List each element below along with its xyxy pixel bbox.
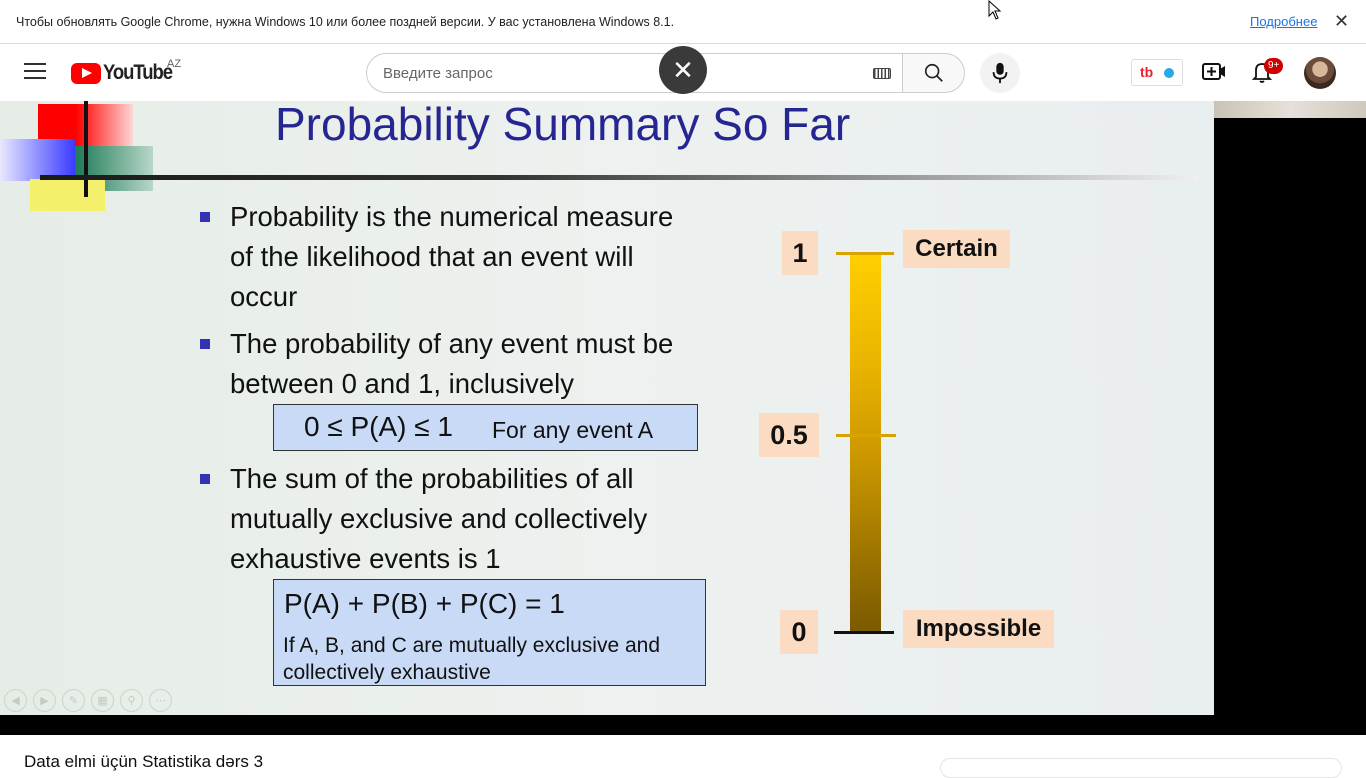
zoom-icon[interactable]: ⚲ (120, 689, 143, 712)
bullet-1: Probability is the numerical measure of … (200, 197, 674, 317)
scale-tick-bottom (834, 631, 894, 634)
decor-vertical-line (84, 101, 88, 197)
bullet-3: The sum of the probabilities of all mutu… (200, 459, 648, 579)
sidebar-chip-bar[interactable] (940, 758, 1342, 778)
pen-icon[interactable]: ✎ (62, 689, 85, 712)
youtube-logo[interactable]: YouTube (71, 61, 181, 85)
bullet-square-icon (200, 474, 210, 484)
scale-tick-top (836, 252, 894, 255)
bullet-square-icon (200, 339, 210, 349)
bullet-2: The probability of any event must be bet… (200, 324, 674, 404)
notifications-badge: 9+ (1264, 58, 1284, 74)
slides-grid-icon[interactable]: ▦ (91, 689, 114, 712)
bullet-square-icon (200, 212, 210, 222)
video-player[interactable]: Probability Summary So Far Probability i… (0, 101, 1366, 735)
youtube-play-icon (71, 62, 101, 84)
bullet-2-line-1: The probability of any event must be (230, 328, 674, 359)
scale-value-bottom: 0 (780, 610, 818, 654)
country-code: AZ (167, 58, 182, 70)
decor-yellow-block (30, 179, 105, 211)
clear-search-button[interactable]: ✕ (659, 46, 707, 94)
bullet-2-line-2: between 0 and 1, inclusively (230, 368, 574, 399)
youtube-masthead: YouTube AZ ✕ tb 9+ (0, 44, 1366, 101)
webcam-overlay (1214, 101, 1366, 118)
search-input[interactable] (383, 54, 823, 92)
search-button[interactable] (902, 53, 965, 93)
formula-1-expression: 0 ≤ P(A) ≤ 1 (304, 411, 453, 442)
bullet-3-line-2: mutually exclusive and collectively (230, 503, 648, 534)
extension-button[interactable]: tb (1131, 59, 1183, 86)
bullet-3-line-3: exhaustive events is 1 (230, 543, 501, 574)
extension-status-icon (1164, 68, 1174, 78)
infobar-learn-more-link[interactable]: Подробнее (1250, 14, 1318, 29)
more-options-icon[interactable]: ⋯ (149, 689, 172, 712)
infobar-message: Чтобы обновлять Google Chrome, нужна Win… (16, 14, 675, 29)
logo-text: YouTube (103, 61, 173, 84)
bullet-3-line-1: The sum of the probabilities of all (230, 463, 634, 494)
slide-title: Probability Summary So Far (275, 101, 851, 150)
formula-box-1: 0 ≤ P(A) ≤ 1 For any event A (273, 404, 698, 451)
title-underline (40, 175, 1198, 180)
bullet-1-line-2: of the likelihood that an event will (230, 241, 634, 272)
slide-frame: Probability Summary So Far Probability i… (0, 101, 1214, 715)
account-avatar[interactable] (1304, 57, 1336, 89)
close-icon: ✕ (672, 54, 694, 85)
create-video-icon[interactable] (1202, 61, 1226, 83)
slide-navigation-controls: ◀ ▶ ✎ ▦ ⚲ ⋯ (4, 689, 172, 712)
formula-2-expression: P(A) + P(B) + P(C) = 1 (284, 588, 565, 619)
chrome-update-infobar: Чтобы обновлять Google Chrome, нужна Win… (0, 0, 1366, 44)
formula-box-2: P(A) + P(B) + P(C) = 1 If A, B, and C ar… (273, 579, 706, 686)
scale-label-impossible: Impossible (903, 610, 1054, 648)
decor-blue-block (0, 139, 75, 181)
extension-logo-icon: tb (1140, 64, 1154, 80)
search-icon (924, 63, 943, 82)
microphone-icon (992, 62, 1008, 84)
previous-slide-icon[interactable]: ◀ (4, 689, 27, 712)
scale-tick-mid (836, 434, 896, 437)
scale-value-top: 1 (782, 231, 818, 275)
mouse-cursor-icon (988, 0, 1002, 20)
scale-label-certain: Certain (903, 230, 1010, 268)
formula-2-note: If A, B, and C are mutually exclusive an… (283, 634, 661, 684)
hamburger-menu-icon[interactable] (24, 63, 46, 81)
close-icon[interactable]: ✕ (1334, 11, 1350, 31)
scale-value-mid: 0.5 (759, 413, 819, 457)
bullet-1-line-1: Probability is the numerical measure (230, 201, 674, 232)
search-box (366, 53, 902, 93)
keyboard-icon[interactable] (873, 68, 891, 79)
voice-search-button[interactable] (980, 53, 1020, 93)
formula-1-note: For any event A (492, 417, 654, 443)
bullet-1-line-3: occur (230, 281, 298, 312)
next-slide-icon[interactable]: ▶ (33, 689, 56, 712)
video-title: Data elmi üçün Statistika dərs 3 (24, 752, 264, 771)
probability-scale-bar (850, 253, 881, 633)
